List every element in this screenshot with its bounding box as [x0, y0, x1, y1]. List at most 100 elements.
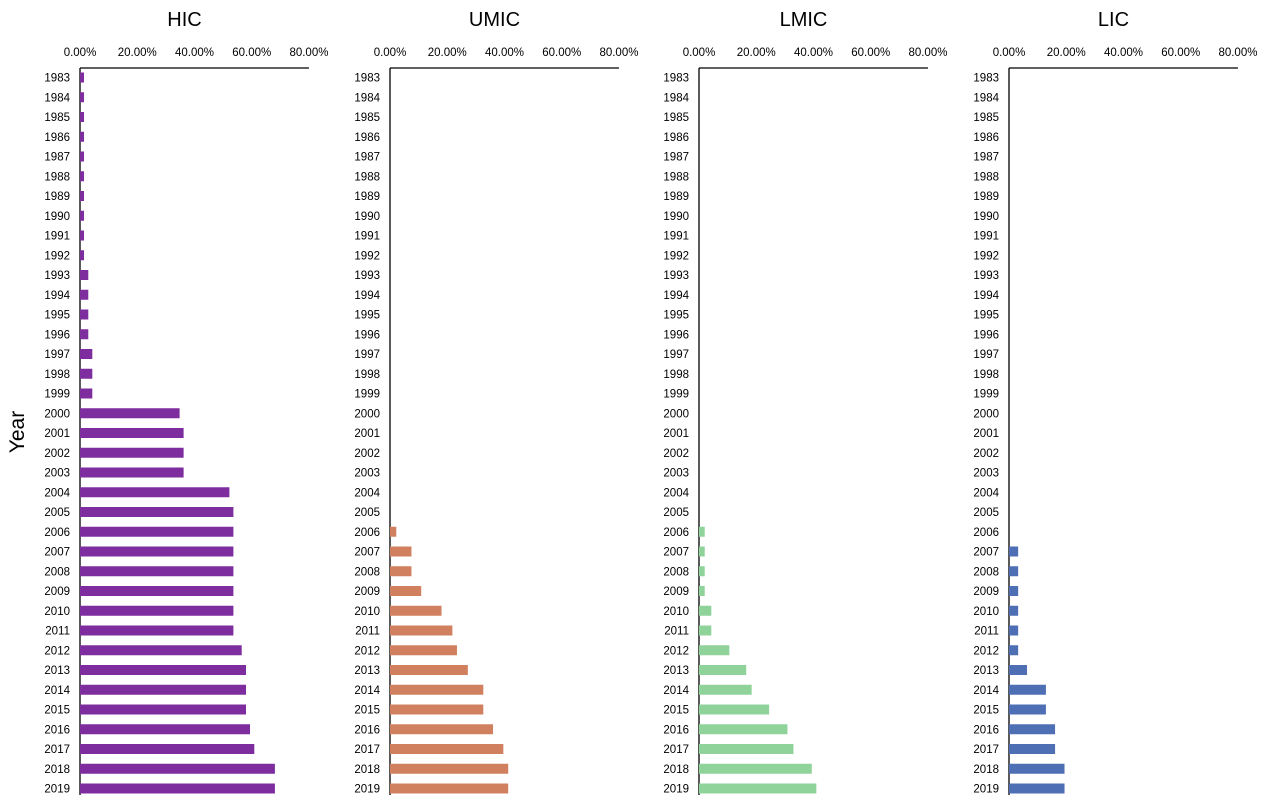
bar — [699, 645, 730, 656]
y-tick-label: 2012 — [354, 645, 380, 657]
bar — [1009, 605, 1019, 616]
bar — [80, 329, 89, 340]
y-tick-label: 2000 — [973, 408, 999, 420]
y-tick-label: 2013 — [354, 665, 380, 677]
y-tick-label: 1984 — [44, 92, 70, 104]
y-tick-label: 2008 — [44, 566, 70, 578]
panel-title: UMIC — [469, 9, 520, 31]
y-tick-label: 1988 — [663, 171, 689, 183]
panel-hic: HIC 0.00% 20.00% 40.00% 60.00% 80.00% 1983 1984… — [44, 9, 328, 799]
bar — [699, 526, 705, 537]
y-tick-label: 1990 — [663, 211, 689, 223]
y-tick-label: 2015 — [663, 705, 689, 717]
y-tick-label: 1998 — [663, 369, 689, 381]
y-tick-label: 1984 — [973, 92, 999, 104]
bar — [1009, 645, 1019, 656]
y-tick-label: 1992 — [663, 250, 689, 262]
y-tick-label: 2016 — [44, 724, 70, 736]
y-tick-label: 1999 — [354, 389, 380, 401]
bar — [80, 763, 275, 774]
y-tick-label: 2001 — [663, 428, 689, 440]
bar — [80, 230, 85, 241]
panel-umic: UMIC 0.00% 20.00% 40.00% 60.00% 80.00% 1983 198… — [354, 9, 638, 799]
bar — [1009, 684, 1046, 695]
y-tick-label: 2001 — [354, 428, 380, 440]
y-tick-label: 1998 — [44, 369, 70, 381]
y-tick-label: 2014 — [663, 685, 689, 697]
y-tick-label: 1987 — [973, 152, 999, 164]
bar — [390, 566, 412, 577]
y-tick-label: 2005 — [663, 507, 689, 519]
bar — [390, 526, 397, 537]
bar — [1009, 783, 1065, 794]
y-tick-label: 2002 — [44, 448, 70, 460]
y-tick-label: 1996 — [44, 329, 70, 341]
bar — [80, 704, 246, 715]
bar — [699, 783, 817, 794]
y-tick-label: 1994 — [663, 290, 689, 302]
y-tick-label: 1984 — [354, 92, 380, 104]
y-tick-label: 2013 — [663, 665, 689, 677]
bar — [80, 428, 184, 438]
y-tick-label: 2013 — [44, 665, 70, 677]
bar — [80, 92, 85, 103]
y-tick-label: 2013 — [973, 665, 999, 677]
bar — [80, 368, 93, 379]
y-tick-label: 2009 — [663, 586, 689, 598]
y-tick-label: 1985 — [973, 112, 999, 124]
y-tick-label: 2011 — [45, 626, 70, 638]
bar — [80, 270, 89, 280]
y-tick-label: 2004 — [354, 487, 380, 499]
y-tick-label: 2010 — [44, 606, 70, 618]
x-tick-label: 0.00% — [374, 47, 407, 59]
y-tick-label: 1991 — [44, 231, 70, 243]
bar — [1009, 744, 1056, 754]
y-tick-label: 1993 — [354, 270, 380, 282]
y-tick-label: 1995 — [354, 310, 380, 322]
y-tick-label: 1991 — [973, 231, 999, 243]
y-tick-label: 1994 — [44, 290, 70, 302]
y-tick-label: 1997 — [663, 349, 689, 361]
bar — [390, 724, 494, 735]
bar — [80, 349, 93, 359]
bar — [80, 171, 85, 182]
panel-title: HIC — [167, 9, 201, 31]
bar — [80, 467, 184, 478]
x-tick-label: 60.00% — [232, 47, 271, 59]
bar — [390, 704, 484, 715]
y-tick-label: 2008 — [354, 566, 380, 578]
y-tick-label: 1999 — [44, 389, 70, 401]
bar — [80, 744, 255, 754]
y-tick-label: 2016 — [973, 724, 999, 736]
y-tick-label: 1993 — [973, 270, 999, 282]
y-tick-label: 2015 — [973, 705, 999, 717]
bar — [699, 704, 770, 715]
y-tick-label: 2005 — [354, 507, 380, 519]
bar — [80, 724, 251, 735]
y-tick-label: 1988 — [44, 171, 70, 183]
y-tick-label: 2012 — [973, 645, 999, 657]
x-tick-label: 80.00% — [1218, 47, 1257, 59]
y-tick-label: 1985 — [663, 112, 689, 124]
y-tick-label: 2003 — [44, 468, 70, 480]
y-tick-label: 2015 — [44, 705, 70, 717]
y-tick-label: 1983 — [44, 73, 70, 85]
y-tick-label: 1996 — [354, 329, 380, 341]
y-tick-label: 2014 — [44, 685, 70, 697]
chart-panels: HIC 0.00% 20.00% 40.00% 60.00% 80.00% 1983 1984… — [44, 9, 1257, 799]
y-tick-label: 2010 — [973, 606, 999, 618]
y-tick-label: 2009 — [973, 586, 999, 598]
bar — [699, 744, 794, 754]
bar — [80, 665, 246, 675]
y-tick-label: 2004 — [663, 487, 689, 499]
bar — [80, 131, 85, 142]
y-tick-label: 2014 — [973, 685, 999, 697]
y-tick-label: 2005 — [44, 507, 70, 519]
y-tick-label: 2000 — [354, 408, 380, 420]
bar — [699, 684, 752, 695]
bar — [80, 546, 234, 557]
bar — [80, 447, 184, 458]
bar — [80, 783, 275, 794]
y-tick-label: 2018 — [354, 764, 380, 776]
y-tick-label: 2016 — [354, 724, 380, 736]
